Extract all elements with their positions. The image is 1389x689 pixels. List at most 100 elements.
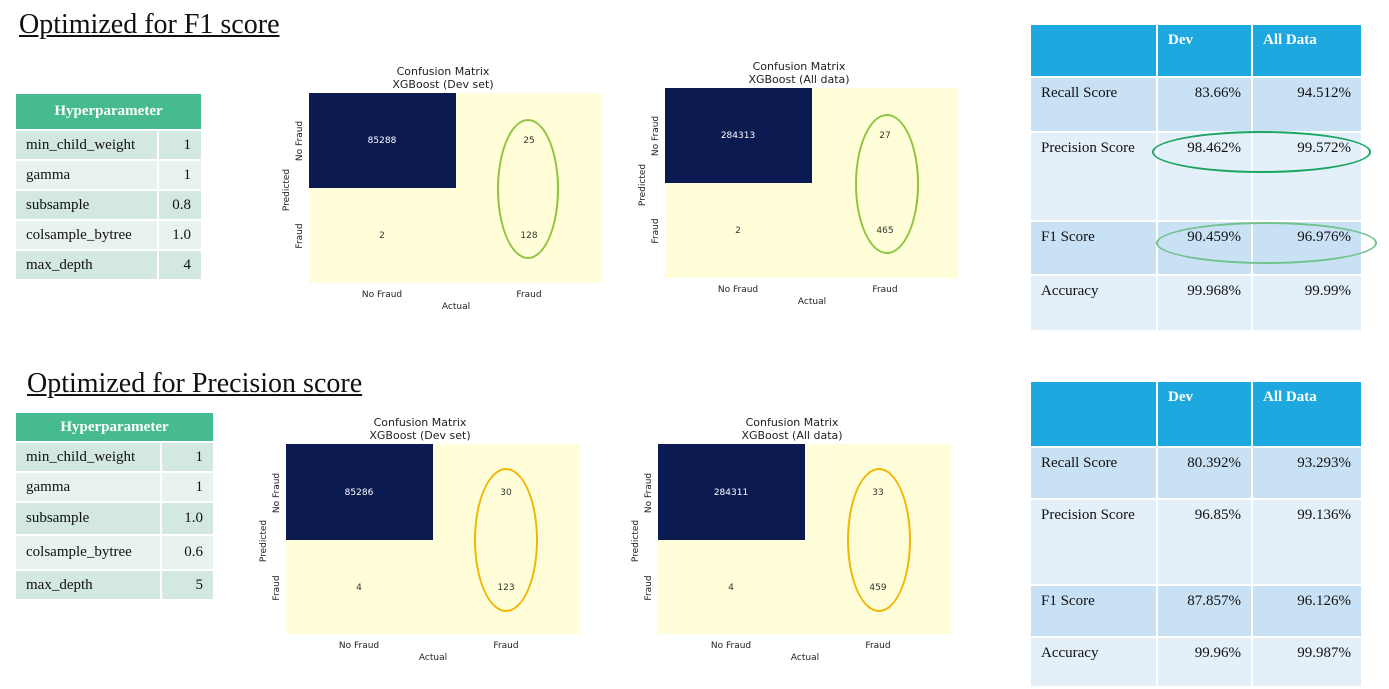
param-name: max_depth <box>16 251 157 279</box>
matrix-value: 284311 <box>713 488 749 498</box>
param-value: 1 <box>157 131 201 159</box>
row-label: No Fraud <box>295 120 305 162</box>
row-label: No Fraud <box>644 472 654 514</box>
hyperparameter-header: Hyperparameter <box>16 94 201 129</box>
y-axis-label: Predicted <box>282 168 292 212</box>
col-label: No Fraud <box>338 641 380 651</box>
confusion-matrix-f1-all: Confusion Matrix XGBoost (All data) 2843… <box>634 59 964 309</box>
matrix-value: 85288 <box>367 136 397 146</box>
hyperparameter-table-precision: Hyperparameter min_child_weight 1 gamma 1 … <box>16 411 213 601</box>
metric-all: 99.987% <box>1251 636 1363 688</box>
matrix-value: 2 <box>379 231 385 241</box>
param-value: 0.6 <box>160 536 213 569</box>
matrix-subtitle: XGBoost (All data) <box>748 73 850 86</box>
matrix-cell-tn <box>309 93 456 188</box>
y-axis-label: Predicted <box>259 519 269 563</box>
metrics-table-f1: Dev All Data Recall Score 83.66% 94.512% Pr… <box>1029 23 1363 332</box>
f1-highlight-oval <box>1156 222 1377 264</box>
matrix-value: 284313 <box>720 131 756 141</box>
metric-dev: 99.968% <box>1156 274 1253 332</box>
y-axis-label: Predicted <box>638 163 648 207</box>
matrix-cell-tn <box>665 88 812 183</box>
col-label: No Fraud <box>717 285 759 295</box>
x-axis-label: Actual <box>790 653 820 663</box>
precision-highlight-oval <box>1152 131 1371 173</box>
col-label: No Fraud <box>710 641 752 651</box>
col-label: Fraud <box>865 641 891 651</box>
param-name: subsample <box>16 191 157 219</box>
matrix-subtitle: XGBoost (Dev set) <box>392 78 494 91</box>
metric-dev: 99.96% <box>1156 636 1253 688</box>
metric-name: Recall Score <box>1029 76 1158 133</box>
matrix-cell-tn <box>286 444 433 540</box>
metric-all: 99.99% <box>1251 274 1363 332</box>
metric-name: Precision Score <box>1029 131 1158 222</box>
x-axis-label: Actual <box>418 653 448 663</box>
matrix-title: Confusion Matrix <box>745 416 839 429</box>
matrix-value: 4 <box>356 583 362 593</box>
col-label: Fraud <box>516 290 542 300</box>
row-label: No Fraud <box>272 472 282 514</box>
matrix-cell-fn <box>286 540 433 634</box>
metric-name: Recall Score <box>1029 446 1158 500</box>
highlight-ellipse <box>855 114 919 254</box>
metric-name: F1 Score <box>1029 584 1158 638</box>
matrix-cell-fn <box>309 188 456 283</box>
header-empty <box>1029 23 1158 78</box>
metric-all: 93.293% <box>1251 446 1363 500</box>
header-all-data: All Data <box>1251 23 1363 78</box>
header-all-data: All Data <box>1251 380 1363 448</box>
param-value: 0.8 <box>157 191 201 219</box>
col-label: Fraud <box>872 285 898 295</box>
metric-name: F1 Score <box>1029 220 1158 276</box>
param-value: 1 <box>157 161 201 189</box>
header-empty <box>1029 380 1158 448</box>
matrix-cell-tn <box>658 444 805 540</box>
row-label: Fraud <box>295 223 305 249</box>
metric-all: 94.512% <box>1251 76 1363 133</box>
matrix-title: Confusion Matrix <box>373 416 467 429</box>
param-value: 5 <box>160 571 213 599</box>
matrix-value: 2 <box>735 226 741 236</box>
matrix-title: Confusion Matrix <box>752 60 846 73</box>
metric-dev: 80.392% <box>1156 446 1253 500</box>
section-title-f1: Optimized for F1 score <box>19 9 280 40</box>
row-label: Fraud <box>272 575 282 601</box>
x-axis-label: Actual <box>441 302 471 312</box>
param-name: colsample_bytree <box>16 221 157 249</box>
metric-name: Accuracy <box>1029 636 1158 688</box>
param-name: gamma <box>16 161 157 189</box>
x-axis-label: Actual <box>797 297 827 307</box>
matrix-title: Confusion Matrix <box>396 65 490 78</box>
metric-name: Precision Score <box>1029 498 1158 586</box>
col-label: No Fraud <box>361 290 403 300</box>
metric-all: 96.126% <box>1251 584 1363 638</box>
matrix-subtitle: XGBoost (Dev set) <box>369 429 471 442</box>
header-dev: Dev <box>1156 23 1253 78</box>
param-value: 1.0 <box>160 503 213 534</box>
highlight-ellipse <box>847 468 911 612</box>
metric-name: Accuracy <box>1029 274 1158 332</box>
hyperparameter-header: Hyperparameter <box>16 413 213 441</box>
matrix-value: 85286 <box>344 488 374 498</box>
param-name: min_child_weight <box>16 443 160 471</box>
matrix-subtitle: XGBoost (All data) <box>741 429 843 442</box>
hyperparameter-table-f1: Hyperparameter min_child_weight 1 gamma 1 … <box>16 92 201 281</box>
param-value: 1 <box>160 443 213 471</box>
param-value: 1.0 <box>157 221 201 249</box>
metric-dev: 87.857% <box>1156 584 1253 638</box>
param-name: min_child_weight <box>16 131 157 159</box>
row-label: No Fraud <box>651 115 661 157</box>
row-label: Fraud <box>651 218 661 244</box>
param-value: 1 <box>160 473 213 501</box>
highlight-ellipse <box>497 119 559 259</box>
section-title-precision: Optimized for Precision score <box>27 368 363 399</box>
row-label: Fraud <box>644 575 654 601</box>
header-dev: Dev <box>1156 380 1253 448</box>
param-name: colsample_bytree <box>16 536 160 569</box>
highlight-ellipse <box>474 468 538 612</box>
metric-all: 99.136% <box>1251 498 1363 586</box>
param-value: 4 <box>157 251 201 279</box>
y-axis-label: Predicted <box>631 519 641 563</box>
matrix-cell-fn <box>658 540 805 634</box>
